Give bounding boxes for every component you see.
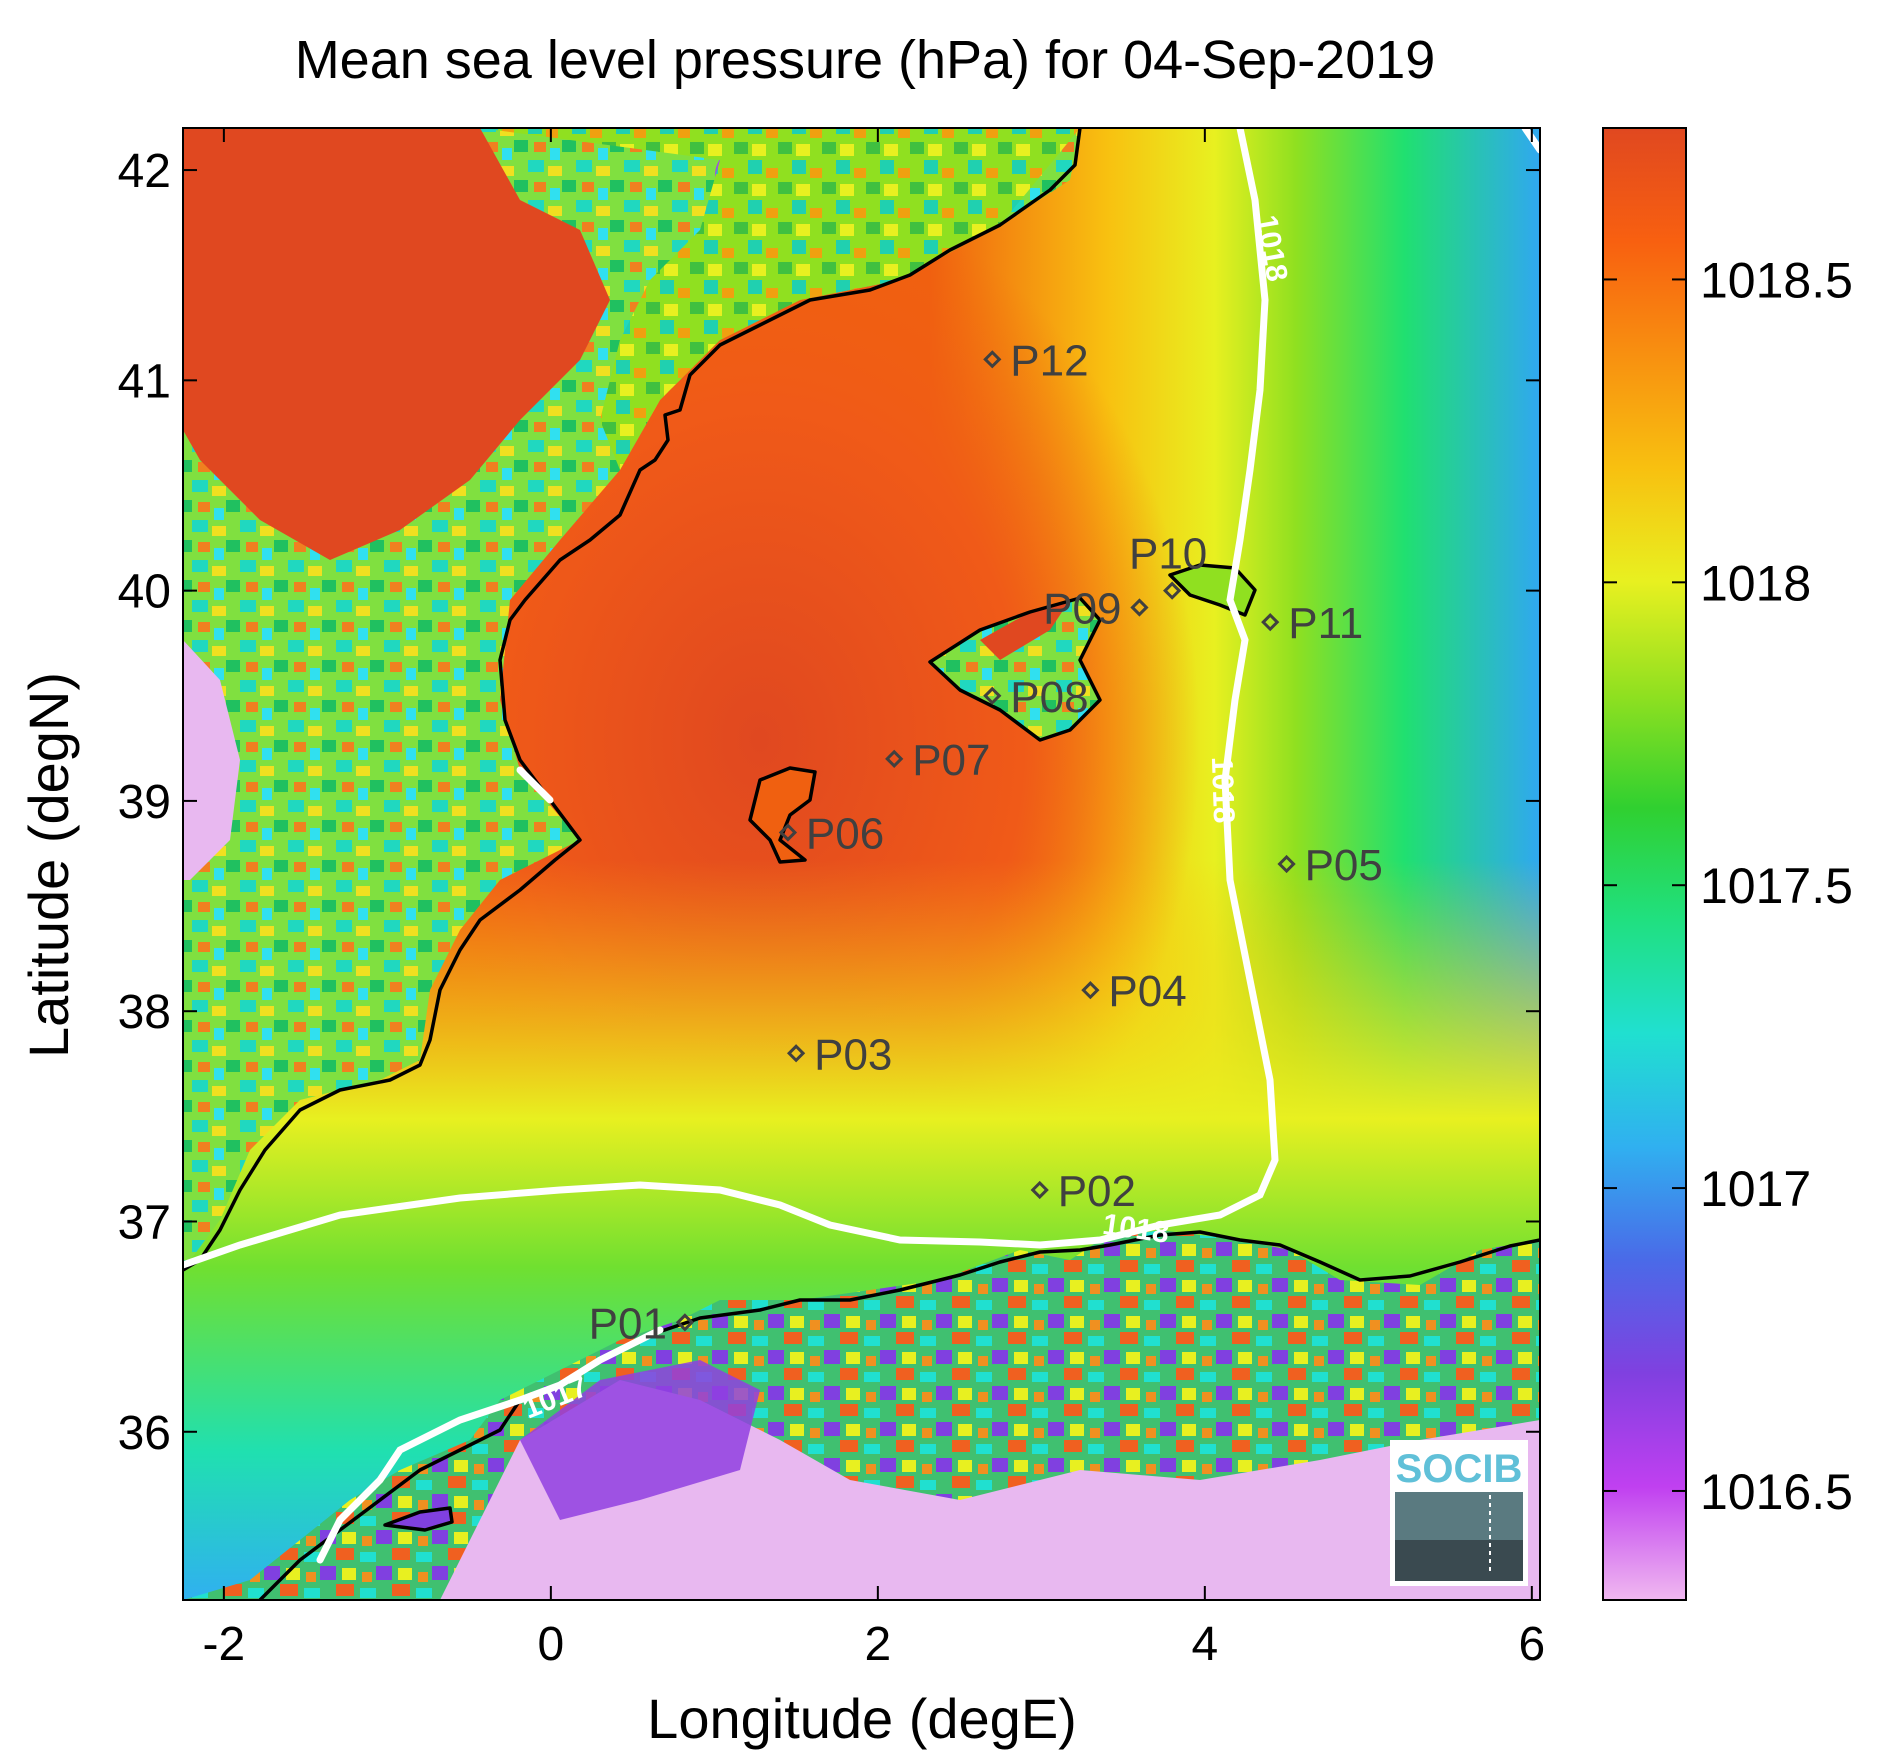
station-marker [1130, 598, 1149, 617]
x-tick-label: 0 [538, 1618, 565, 1671]
colorbar-ticks: 1016.5 1017 1017.5 1018 1018.5 [1603, 252, 1853, 1520]
alboran-island [385, 1508, 452, 1530]
isobars [183, 128, 1540, 1564]
station-marker [983, 686, 1002, 705]
station-marker [1261, 613, 1280, 632]
station-p03: P03 [786, 1030, 892, 1079]
x-axis: -2 0 2 4 6 [203, 128, 1545, 1671]
station-marker [1277, 854, 1296, 874]
colorbar-tick-label: 1018.5 [1700, 252, 1853, 308]
y-tick-label: 39 [118, 776, 171, 829]
africa-coastline [258, 1230, 1540, 1600]
station-p01: P01 [589, 1299, 695, 1348]
colorbar-gradient [1603, 128, 1686, 1600]
colorbar-tick-label: 1016.5 [1700, 1464, 1853, 1520]
station-p09: P09 [1043, 584, 1149, 633]
north-strip [480, 128, 1080, 470]
station-marker [786, 1044, 806, 1063]
station-p12: P12 [983, 336, 1089, 385]
y-axis-label: Latitude (degN) [17, 672, 80, 1058]
mallorca-coastline [928, 596, 1102, 742]
station-label: P03 [814, 1030, 892, 1079]
station-marker [885, 749, 904, 768]
station-label: P01 [589, 1299, 667, 1348]
iberia-interior-high [183, 128, 610, 560]
station-p11: P11 [1261, 599, 1363, 648]
colorbar-tick-label: 1017.5 [1700, 858, 1853, 914]
mallorca-high [980, 600, 1070, 660]
isobar-label: 1018 [1205, 756, 1240, 824]
station-label: P05 [1305, 841, 1383, 890]
x-tick-label: 4 [1191, 1618, 1218, 1671]
station-label: P08 [1010, 673, 1088, 722]
socib-logo: SOCIB [1390, 1440, 1528, 1586]
x-tick-label: -2 [203, 1618, 246, 1671]
y-tick-label: 42 [118, 145, 171, 198]
plot-frame [182, 127, 1541, 1601]
station-label: P10 [1129, 530, 1207, 579]
y-axis: 36 37 38 39 40 41 42 [118, 145, 1540, 1460]
station-p02: P02 [1030, 1167, 1136, 1216]
station-marker [778, 823, 798, 842]
station-marker [1081, 981, 1100, 1000]
station-label: P12 [1010, 336, 1088, 385]
socib-logo-text: SOCIB [1396, 1447, 1523, 1491]
colorbar: 1016.5 1017 1017.5 1018 1018.5 [1602, 127, 1853, 1601]
x-axis-label: Longitude (degE) [647, 1687, 1077, 1750]
y-tick-label: 38 [118, 986, 171, 1039]
station-label: P09 [1043, 584, 1121, 633]
station-p07: P07 [885, 736, 990, 785]
ibiza [750, 768, 815, 862]
station-marker [675, 1313, 695, 1332]
isobar-1018-coast [516, 766, 554, 804]
iberia-low-basin [183, 640, 240, 880]
isobar-1018-south [183, 128, 1279, 1269]
colorbar-tick-label: 1017 [1700, 1161, 1811, 1217]
station-p06: P06 [778, 809, 884, 858]
menorca-coastline [1168, 563, 1257, 617]
station-label: P07 [912, 736, 990, 785]
station-label: P04 [1108, 967, 1186, 1016]
station-p04: P04 [1081, 967, 1187, 1016]
station-marker [983, 350, 1002, 369]
x-tick-label: 2 [864, 1618, 891, 1671]
station-marker [1163, 581, 1182, 600]
alboran-coastline [383, 1506, 454, 1532]
iberia-coastline [183, 128, 1082, 1272]
station-label: P11 [1288, 599, 1363, 648]
station-p05: P05 [1277, 841, 1383, 890]
station-label: P06 [806, 809, 884, 858]
station-label: P02 [1058, 1167, 1136, 1216]
station-p08: P08 [983, 673, 1089, 722]
mallorca [930, 598, 1100, 740]
x-tick-label: 6 [1518, 1618, 1545, 1671]
colorbar-frame [1602, 127, 1687, 1601]
coastlines [183, 128, 1540, 1600]
station-marker [1030, 1180, 1049, 1200]
y-tick-label: 37 [118, 1196, 171, 1249]
socib-logo-dark [1395, 1540, 1523, 1581]
y-tick-label: 36 [118, 1407, 171, 1460]
ibiza-coastline [748, 766, 817, 864]
colorbar-tick-label: 1018 [1700, 555, 1811, 611]
atlas-purple [520, 1360, 760, 1520]
station-p10: P10 [1129, 530, 1207, 600]
y-tick-label: 41 [118, 355, 171, 408]
isobar-1017-west [316, 1326, 664, 1564]
chart-title: Mean sea level pressure (hPa) for 04-Sep… [295, 30, 1436, 90]
y-tick-label: 40 [118, 566, 171, 619]
